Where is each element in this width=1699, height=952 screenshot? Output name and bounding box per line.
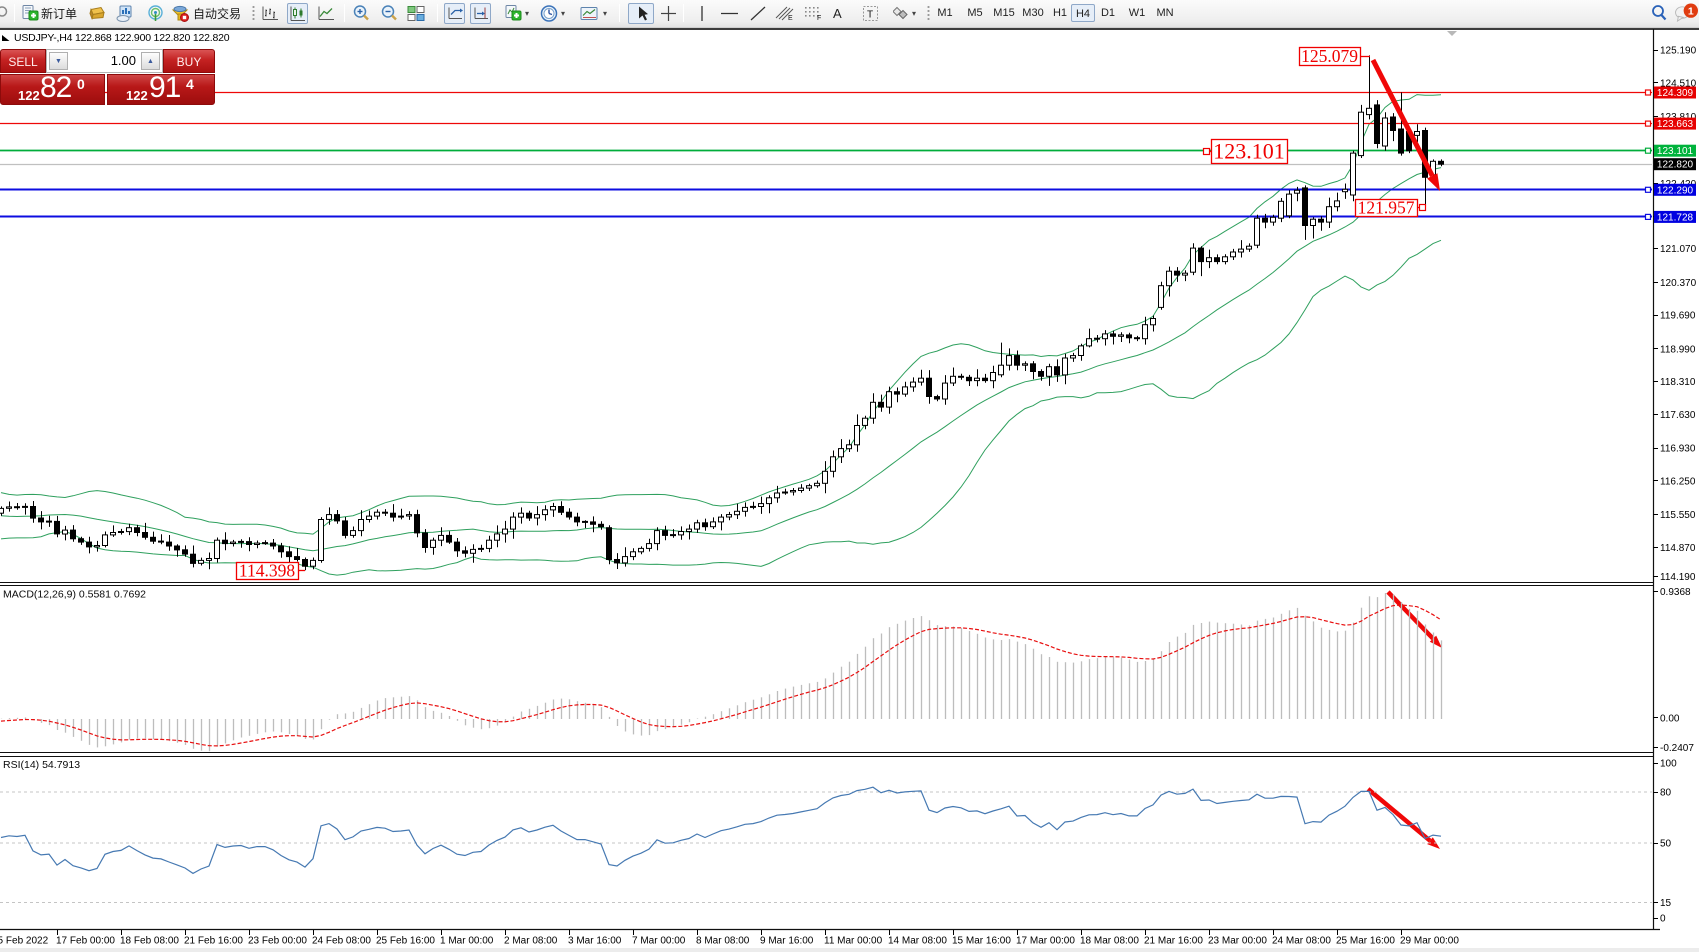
svg-text:122.290: 122.290 <box>1657 185 1694 196</box>
svg-text:125.079: 125.079 <box>1301 46 1358 66</box>
svg-text:0: 0 <box>1660 914 1666 925</box>
svg-text:116.930: 116.930 <box>1660 444 1696 455</box>
svg-text:3 Mar 16:00: 3 Mar 16:00 <box>568 936 622 947</box>
svg-text:123.663: 123.663 <box>1657 119 1694 130</box>
svg-text:USDJPY-,H4 122.868 122.900 12: USDJPY-,H4 122.868 122.900 122.820 122.8… <box>14 32 230 44</box>
svg-text:123.810: 123.810 <box>1660 112 1697 123</box>
svg-text:116.250: 116.250 <box>1660 476 1696 487</box>
svg-text:25 Feb 16:00: 25 Feb 16:00 <box>376 936 435 947</box>
svg-text:120.370: 120.370 <box>1660 278 1697 289</box>
svg-text:23 Mar 00:00: 23 Mar 00:00 <box>1208 936 1267 947</box>
svg-text:18 Mar 08:00: 18 Mar 08:00 <box>1080 936 1139 947</box>
svg-text:123.101: 123.101 <box>1657 146 1694 157</box>
svg-text:17 Feb 00:00: 17 Feb 00:00 <box>56 936 115 947</box>
svg-text:E: E <box>788 15 793 22</box>
svg-text:121.957: 121.957 <box>1358 197 1415 217</box>
svg-text:15 Feb 2022: 15 Feb 2022 <box>0 936 49 947</box>
svg-text:0.00: 0.00 <box>1660 713 1680 724</box>
svg-text:9 Mar 16:00: 9 Mar 16:00 <box>760 936 814 947</box>
svg-text:15 Mar 16:00: 15 Mar 16:00 <box>952 936 1011 947</box>
svg-text:1: 1 <box>1688 5 1694 17</box>
svg-text:100: 100 <box>1660 759 1677 770</box>
svg-text:118.990: 118.990 <box>1660 344 1696 355</box>
svg-text:8 Mar 08:00: 8 Mar 08:00 <box>696 936 750 947</box>
svg-text:115.550: 115.550 <box>1660 510 1696 521</box>
svg-text:23 Feb 00:00: 23 Feb 00:00 <box>248 936 307 947</box>
svg-text:RSI(14) 54.7913: RSI(14) 54.7913 <box>3 759 80 771</box>
svg-text:117.630: 117.630 <box>1660 410 1696 421</box>
svg-text:21 Feb 16:00: 21 Feb 16:00 <box>184 936 243 947</box>
svg-text:F: F <box>817 15 821 22</box>
svg-text:119.690: 119.690 <box>1660 311 1696 322</box>
svg-text:1 Mar 00:00: 1 Mar 00:00 <box>440 936 494 947</box>
svg-text:118.310: 118.310 <box>1660 377 1696 388</box>
svg-text:24 Mar 08:00: 24 Mar 08:00 <box>1272 936 1331 947</box>
svg-text:114.870: 114.870 <box>1660 543 1696 554</box>
svg-text:29 Mar 00:00: 29 Mar 00:00 <box>1400 936 1459 947</box>
svg-text:18 Feb 08:00: 18 Feb 08:00 <box>120 936 179 947</box>
svg-text:2 Mar 08:00: 2 Mar 08:00 <box>504 936 558 947</box>
svg-text:121.728: 121.728 <box>1657 212 1694 223</box>
svg-text:124.510: 124.510 <box>1660 78 1697 89</box>
svg-text:14 Mar 08:00: 14 Mar 08:00 <box>888 936 947 947</box>
svg-text:MACD(12,26,9) 0.5581 0.7692: MACD(12,26,9) 0.5581 0.7692 <box>3 589 146 601</box>
svg-text:80: 80 <box>1660 788 1672 799</box>
svg-text:50: 50 <box>1660 839 1672 850</box>
svg-text:-0.2407: -0.2407 <box>1660 743 1694 754</box>
svg-text:0.9368: 0.9368 <box>1660 587 1691 598</box>
svg-text:17 Mar 00:00: 17 Mar 00:00 <box>1016 936 1075 947</box>
svg-text:121.070: 121.070 <box>1660 244 1697 255</box>
svg-text:11 Mar 00:00: 11 Mar 00:00 <box>824 936 883 947</box>
svg-text:21 Mar 16:00: 21 Mar 16:00 <box>1144 936 1203 947</box>
svg-text:122.820: 122.820 <box>1657 160 1694 171</box>
svg-text:24 Feb 08:00: 24 Feb 08:00 <box>312 936 371 947</box>
svg-text:25 Mar 16:00: 25 Mar 16:00 <box>1336 936 1395 947</box>
svg-text:124.309: 124.309 <box>1657 88 1694 99</box>
svg-text:T: T <box>867 10 873 21</box>
svg-text:123.101: 123.101 <box>1213 139 1285 164</box>
svg-text:15: 15 <box>1660 898 1672 909</box>
svg-text:114.398: 114.398 <box>239 561 295 581</box>
svg-text:7 Mar 00:00: 7 Mar 00:00 <box>632 936 686 947</box>
svg-text:125.190: 125.190 <box>1660 46 1697 57</box>
svg-text:114.190: 114.190 <box>1660 572 1696 583</box>
